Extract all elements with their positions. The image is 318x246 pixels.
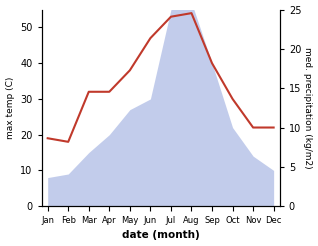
Y-axis label: max temp (C): max temp (C)	[5, 77, 15, 139]
X-axis label: date (month): date (month)	[122, 231, 199, 240]
Y-axis label: med. precipitation (kg/m2): med. precipitation (kg/m2)	[303, 47, 313, 169]
